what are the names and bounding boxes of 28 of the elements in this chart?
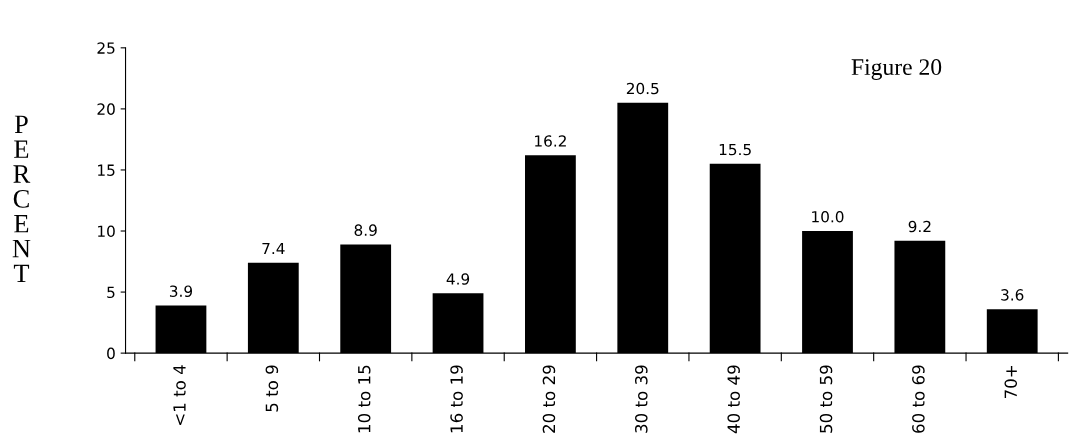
data-label: 3.9 <box>169 285 193 297</box>
x-tick-label: 16 to 19 <box>450 365 463 433</box>
y-tick-label: 5 <box>107 286 115 299</box>
data-label: 8.9 <box>354 224 377 236</box>
data-label: 9.2 <box>908 220 931 233</box>
data-label: 20.5 <box>626 82 659 95</box>
chart-title: Figure 20 <box>851 59 942 80</box>
y-tick-label: 15 <box>98 164 115 176</box>
y-tick-label: 10 <box>98 225 115 238</box>
x-tick-label: <1 to 4 <box>173 365 186 425</box>
x-tick-label: 70+ <box>1004 366 1018 399</box>
y-tick-label: 25 <box>97 42 115 54</box>
data-label: 4.9 <box>446 273 470 285</box>
data-label: 10.0 <box>812 210 844 223</box>
x-tick-label: 20 to 29 <box>542 365 556 433</box>
y-tick-label: 0 <box>107 347 115 360</box>
x-tick-label: 40 to 49 <box>727 365 740 434</box>
data-label: 7.4 <box>262 242 285 255</box>
y-axis-title: PERCENT <box>12 115 31 283</box>
data-label: 3.6 <box>1001 289 1024 301</box>
x-tick-label: 5 to 9 <box>265 365 279 412</box>
data-label: 15.5 <box>719 143 751 156</box>
data-label: 16.2 <box>535 135 566 147</box>
x-tick-label: 60 to 69 <box>912 365 925 433</box>
x-tick-label: 30 to 39 <box>635 365 648 433</box>
x-tick-label: 10 to 15 <box>357 365 371 433</box>
x-tick-label: 50 to 59 <box>819 365 833 433</box>
y-tick-label: 20 <box>97 103 115 115</box>
